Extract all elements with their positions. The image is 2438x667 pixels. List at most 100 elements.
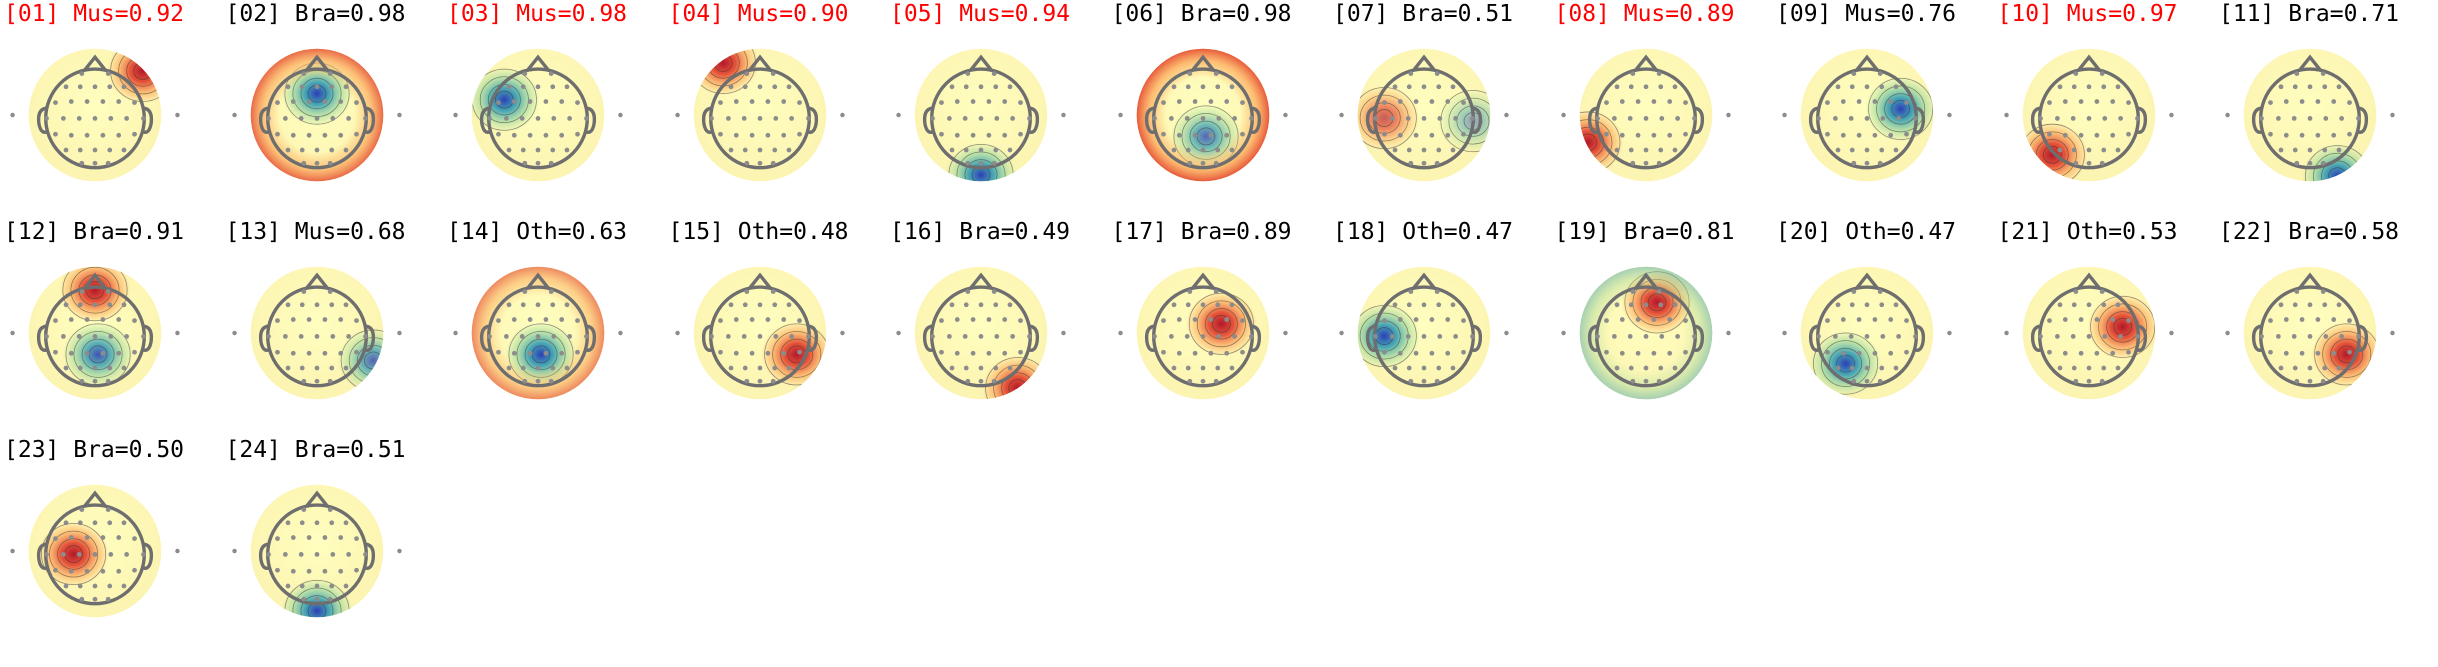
electrode [1231,334,1237,339]
electrode [1421,84,1427,90]
electrode [2037,334,2043,339]
topomap [1782,48,1952,182]
electrode [1215,334,1221,339]
electrode [84,132,90,138]
electrode [328,84,334,90]
electrode [535,116,541,121]
electrode [771,302,777,308]
electrode [743,160,749,166]
electrode [2109,350,2115,356]
electrode [733,317,739,322]
electrode [328,147,334,153]
electrode [2268,318,2273,323]
electrode [2125,349,2131,355]
electrode [978,147,984,153]
electrode [1185,84,1191,90]
electrode [2057,365,2062,371]
electrode [559,132,565,138]
electrode [1437,334,1443,339]
electrode [559,99,565,104]
electrode [2071,147,2077,153]
electrode [2283,317,2289,322]
electrode [2259,334,2264,339]
component-label: [01] Mus=0.92 [4,1,185,27]
electrode [306,535,311,540]
component-cell: [21] Oth=0.53 [1998,218,2218,443]
electrode [132,567,137,573]
electrode [1877,378,1883,384]
component-cell: [12] Bra=0.91 [4,218,224,443]
electrode [978,365,984,371]
electrode [733,99,739,104]
electrode [76,334,82,339]
electrode [1200,84,1205,90]
electrode [1248,334,1254,339]
electrode [786,147,791,153]
component-label: [22] Bra=0.58 [2219,219,2400,245]
electrode [92,160,98,166]
electrode [1657,302,1663,308]
electrode [1429,99,1435,104]
electrode [1628,84,1634,90]
electrode [68,350,74,356]
electrode [2099,160,2105,166]
electrode [742,147,748,153]
electrode [939,349,944,355]
electrode [551,116,557,121]
electrode [1825,318,1830,323]
electrode [2339,116,2344,121]
electrode [1200,378,1205,384]
component-label: [04] Mus=0.90 [668,1,849,27]
electrode [965,71,971,76]
electrode [2322,302,2328,308]
electrode [1192,317,1197,322]
electrode [1851,378,1857,384]
electrode [991,289,997,294]
electrode [2307,84,2313,90]
electrode [2307,334,2313,339]
electrode [1171,84,1176,90]
electrode [345,334,351,339]
electrode [84,317,90,322]
activation-blob [1579,110,1624,175]
component-label: [10] Mus=0.97 [1997,1,2178,27]
electrode [1200,365,1205,371]
electrode [543,350,549,356]
electrode [68,535,74,540]
electrode [314,378,319,384]
electrode [548,71,554,76]
electrode [575,100,580,105]
electrode [1461,318,1466,323]
electrode [796,131,802,137]
electrode [2062,132,2068,138]
activation-blob [1864,76,1934,142]
electrode [1893,302,1899,308]
electrode [771,147,777,153]
topomap [453,266,623,400]
electrode [511,350,517,356]
electrode [274,349,280,355]
electrode [61,116,66,121]
electrode [1658,116,1664,121]
electrode [116,350,122,356]
electrode [1614,302,1619,308]
electrode [1436,84,1442,90]
electrode [1651,350,1656,356]
electrode [535,147,541,153]
electrode [1408,289,1414,294]
electrode [504,334,509,339]
electrode [1186,71,1192,76]
electrode [79,289,85,294]
electrode [757,334,762,339]
electrode [978,160,984,166]
electrode [314,596,319,602]
electrode [1010,116,1015,121]
electrode [575,131,580,137]
electrode [322,350,327,356]
electrode [1186,160,1192,166]
electrode [1392,302,1398,308]
electrode [92,583,98,589]
electrode [757,302,762,308]
electrode [1185,365,1191,371]
electrode [2054,116,2060,121]
